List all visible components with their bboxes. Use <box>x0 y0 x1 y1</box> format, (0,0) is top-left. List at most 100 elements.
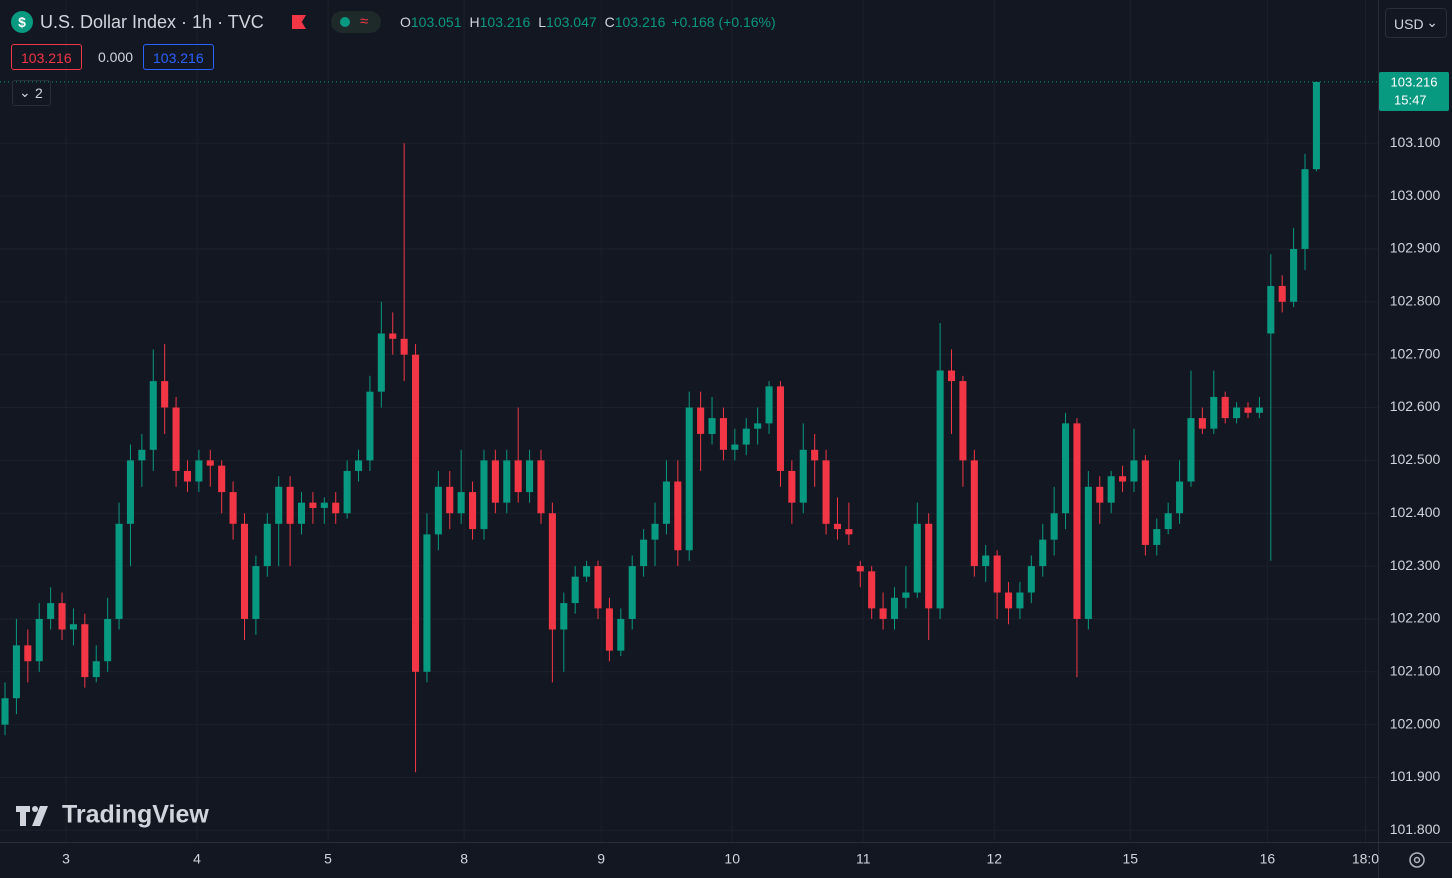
candle-body <box>936 370 944 609</box>
candle-body <box>765 386 773 424</box>
last-price: 103.216 <box>1391 74 1438 89</box>
candle-body <box>81 624 89 678</box>
indicator-toggle[interactable]: ⌄ 2 <box>12 80 51 106</box>
candles <box>1 81 1320 773</box>
candle-body <box>297 502 306 524</box>
x-tick-label: 4 <box>193 851 201 867</box>
candle-body <box>1073 423 1081 619</box>
candle-body <box>708 418 716 434</box>
candle-body <box>149 381 157 450</box>
x-tick-label: 9 <box>597 851 605 867</box>
candle-body <box>1050 513 1058 540</box>
axes: 101.800 101.900 102.000 102.100 102.200 102.3… <box>62 134 1440 867</box>
x-tick-label: 3 <box>62 851 70 867</box>
sell-price[interactable]: 103.216 <box>11 44 82 70</box>
candle-body <box>1096 486 1104 503</box>
candle-body <box>206 460 214 466</box>
candle-body <box>218 465 226 493</box>
candle-body <box>1027 566 1035 593</box>
candle-body <box>354 460 363 471</box>
candle-body <box>970 460 978 567</box>
candle-body <box>104 618 112 662</box>
candle-body <box>742 428 750 445</box>
candle-body <box>1062 423 1070 514</box>
candle-body <box>58 603 66 630</box>
y-tick-label: 103.100 <box>1390 134 1441 150</box>
candle-body <box>1141 460 1149 545</box>
candle-body <box>343 470 351 514</box>
candle-body <box>617 618 625 651</box>
ohlc-key: C <box>604 14 615 30</box>
candle-body <box>286 486 294 524</box>
x-tick-label: 16 <box>1260 851 1276 867</box>
candle-body <box>309 502 317 508</box>
candle-body <box>902 592 910 598</box>
y-tick-label: 102.800 <box>1390 293 1441 309</box>
candle-body <box>446 486 454 514</box>
candle-body <box>856 566 864 572</box>
ohlc-value: 103.216 <box>479 14 531 30</box>
candle-body <box>35 618 43 662</box>
candle-body <box>12 645 20 699</box>
market-status[interactable]: ≈ <box>331 11 381 33</box>
candle-body <box>526 460 534 493</box>
candle-body <box>366 391 374 461</box>
candle-body <box>776 386 784 471</box>
candle-body <box>275 486 283 524</box>
x-tick-label: 18:0 <box>1352 851 1379 867</box>
candle-body <box>1153 529 1161 545</box>
candle-body <box>412 354 420 672</box>
spread: 0.000 <box>98 49 134 65</box>
candle-body <box>1004 592 1013 609</box>
candle-body <box>47 603 55 619</box>
buy-price[interactable]: 103.216 <box>143 44 214 70</box>
candle-body <box>138 449 146 461</box>
ohlc-value: 103.216 <box>614 14 666 30</box>
settings-icon[interactable] <box>1409 852 1425 868</box>
brand-logo <box>16 806 48 826</box>
candle-body <box>252 566 260 619</box>
candle-body <box>594 566 602 609</box>
y-tick-label: 102.900 <box>1390 240 1441 256</box>
bar-countdown: 15:47 <box>1394 92 1427 107</box>
candle-body <box>1130 460 1138 482</box>
y-tick-label: 103.000 <box>1390 187 1441 203</box>
candle-body <box>1176 481 1184 514</box>
candle-body <box>833 523 842 530</box>
candle-body <box>788 470 796 503</box>
y-tick-label: 102.600 <box>1390 398 1441 414</box>
ohlc-legend: O103.051 H103.216 L103.047 C103.216 +0.168 (… <box>400 10 776 34</box>
candle-body <box>1278 285 1286 302</box>
candle-body <box>959 381 967 461</box>
candle-body <box>423 534 431 672</box>
candle-body <box>583 566 591 577</box>
currency-selector[interactable]: USD ⌄ <box>1385 8 1447 38</box>
ohlc-key: H <box>469 14 480 30</box>
candle-body <box>697 407 705 434</box>
y-tick-label: 102.500 <box>1390 451 1441 467</box>
flag-icon[interactable] <box>292 15 306 29</box>
candle-body <box>1210 396 1218 429</box>
candle-body <box>1301 169 1309 249</box>
candle-body <box>719 418 727 450</box>
candle-body <box>263 523 271 567</box>
candle-body <box>731 444 739 450</box>
indicator-count: 2 <box>35 85 43 101</box>
candle-body <box>1016 592 1024 609</box>
price-change: +0.168 (+0.16%) <box>671 14 776 30</box>
candle-body <box>982 555 990 567</box>
candle-body <box>925 523 933 609</box>
candle-body <box>229 492 237 524</box>
ohlc-value: 103.051 <box>410 14 462 30</box>
candle-body <box>651 523 659 540</box>
y-tick-label: 102.300 <box>1390 557 1441 573</box>
candle-body <box>69 624 77 630</box>
symbol-title[interactable]: U.S. Dollar Index · 1h · TVC <box>40 12 264 32</box>
candle-body <box>799 449 807 503</box>
candle-body <box>503 460 511 503</box>
candle-body <box>537 460 545 514</box>
candle-body <box>1164 513 1172 530</box>
candle-body <box>1233 407 1241 419</box>
x-tick-label: 12 <box>986 851 1002 867</box>
